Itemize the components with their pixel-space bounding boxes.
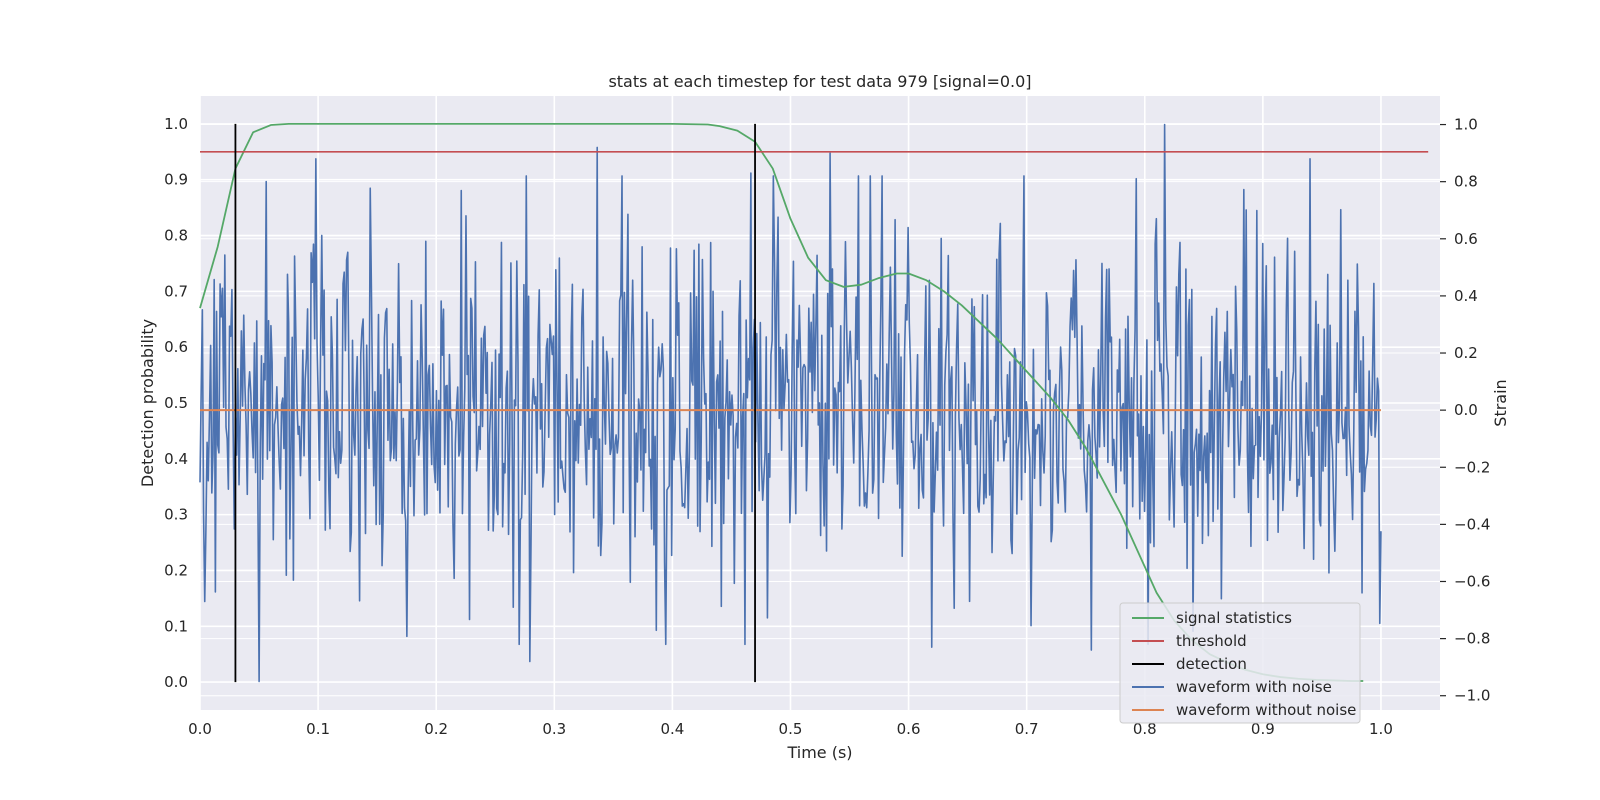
y-axis-left-label: Detection probability — [138, 319, 157, 487]
y-right-tick-label: 1.0 — [1454, 116, 1478, 134]
x-tick-label: 0.2 — [424, 720, 448, 738]
y-left-tick-label: 0.7 — [164, 282, 188, 300]
y-left-tick-label: 0.3 — [164, 506, 188, 524]
y-axis-right-label: Strain — [1491, 379, 1510, 426]
y-left-tick-label: 0.8 — [164, 227, 188, 245]
x-tick-label: 0.1 — [306, 720, 330, 738]
y-left-tick-label: 0.4 — [164, 450, 188, 468]
y-right-tick-label: 0.6 — [1454, 230, 1478, 248]
y-left-tick-label: 0.1 — [164, 617, 188, 635]
y-left-tick-label: 0.9 — [164, 171, 188, 189]
series-waveform-with-noise — [199, 123, 1382, 683]
y-left-tick-label: 1.0 — [164, 115, 188, 133]
x-tick-label: 0.7 — [1015, 720, 1039, 738]
y-right-tick-label: −0.4 — [1454, 515, 1490, 533]
x-tick-label: 0.6 — [897, 720, 921, 738]
y-right-tick-label: 0.8 — [1454, 173, 1478, 191]
y-left-tick-label: 0.2 — [164, 561, 188, 579]
legend-label: signal statistics — [1176, 609, 1292, 627]
y-left-tick-label: 0.5 — [164, 394, 188, 412]
x-tick-label: 0.9 — [1251, 720, 1275, 738]
y-axis-left: 0.0 0.1 0.2 0.3 0.4 0.5 0.6 0.7 0.8 0.9 1.0 — [164, 115, 188, 691]
y-right-tick-label: −0.8 — [1454, 630, 1490, 648]
x-tick-label: 0.4 — [660, 720, 684, 738]
legend-label: threshold — [1176, 632, 1247, 650]
y-right-tick-label: 0.0 — [1454, 401, 1478, 419]
legend-label: waveform without noise — [1176, 701, 1356, 719]
x-tick-label: 0.3 — [542, 720, 566, 738]
legend-label: waveform with noise — [1176, 678, 1332, 696]
y-left-tick-label: 0.0 — [164, 673, 188, 691]
legend: signal statistics threshold detection wavef… — [1119, 602, 1361, 724]
x-tick-label: 1.0 — [1369, 720, 1393, 738]
y-left-tick-label: 0.6 — [164, 338, 188, 356]
y-right-tick-label: 0.2 — [1454, 344, 1478, 362]
x-tick-label: 0.5 — [779, 720, 803, 738]
legend-label: detection — [1176, 655, 1247, 673]
chart-title: stats at each timestep for test data 979… — [608, 72, 1031, 91]
legend-box — [1119, 602, 1361, 724]
x-tick-label: 0.8 — [1133, 720, 1157, 738]
x-axis-label: Time (s) — [786, 743, 852, 762]
y-right-tick-label: −1.0 — [1454, 687, 1490, 705]
y-axis-right: −1.0 −0.8 −0.6 −0.4 −0.2 0.0 0.2 0.4 0.6 0.8 1.0 — [1440, 116, 1490, 705]
x-axis: 0.0 0.1 0.2 0.3 0.4 0.5 0.6 0.7 0.8 0.9 1.0 — [188, 720, 1393, 738]
y-right-tick-label: 0.4 — [1454, 287, 1478, 305]
x-tick-label: 0.0 — [188, 720, 212, 738]
y-right-tick-label: −0.6 — [1454, 572, 1490, 590]
y-right-tick-label: −0.2 — [1454, 458, 1490, 476]
